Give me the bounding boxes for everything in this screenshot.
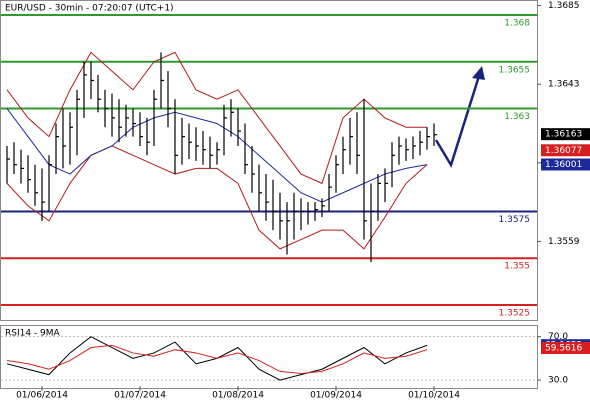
y-tick-label: 1.3685 <box>548 1 580 11</box>
x-tick-label: 01/10/2014 <box>408 391 460 400</box>
x-tick-label: 01/06/2014 <box>16 391 68 400</box>
overlay-line <box>6 145 428 250</box>
price-box <box>541 158 590 171</box>
price-box-label: 1.36077 <box>545 146 582 156</box>
overlay-line <box>6 108 428 203</box>
level-label: 1.368 <box>504 18 530 28</box>
rsi-panel <box>0 325 538 389</box>
level-label: 1.3525 <box>499 309 531 319</box>
y-tick-label: 70.0 <box>548 332 568 342</box>
price-box-label: 59.5616 <box>545 344 582 354</box>
rsi-title: RSI14 - 9MA <box>5 329 61 339</box>
y-tick-label: 1.3643 <box>548 80 580 90</box>
y-tick-label: 30.0 <box>548 376 568 386</box>
rsi-line <box>6 344 428 375</box>
level-label: 1.363 <box>504 112 530 122</box>
chart-title: EUR/USD - 30min - 07:20:07 (UTC+1) <box>5 4 174 14</box>
price-panel <box>0 0 538 321</box>
level-label: 1.3655 <box>499 65 531 75</box>
level-label: 1.3575 <box>499 215 531 225</box>
y-tick-label: 1.3559 <box>548 237 580 247</box>
price-box-label: 1.36001 <box>545 160 582 170</box>
x-tick-label: 01/09/2014 <box>310 391 362 400</box>
arrow-head <box>472 66 485 80</box>
x-tick-label: 01/07/2014 <box>114 391 166 400</box>
forecast-arrow <box>434 75 481 169</box>
price-box <box>541 128 590 141</box>
price-box <box>541 144 590 157</box>
price-box <box>541 342 590 355</box>
price-box-label: 1.36163 <box>545 130 582 140</box>
level-label: 1.355 <box>504 262 530 272</box>
overlay-line <box>6 51 427 185</box>
x-tick-label: 01/08/2014 <box>212 391 264 400</box>
